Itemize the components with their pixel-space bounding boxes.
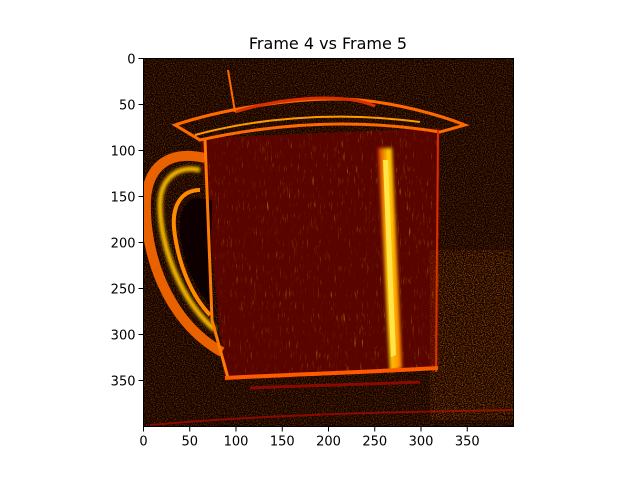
y-tick-label: 300 (111, 329, 136, 344)
mug-base-shadow (249, 380, 421, 390)
shadow-region (430, 250, 514, 420)
y-tick-label: 150 (111, 191, 136, 206)
y-tick-label: 50 (119, 99, 136, 114)
mug-body-texture (200, 128, 440, 380)
x-axis: 0 50 100 150 200 250 300 350 (139, 426, 480, 450)
heatmap-image (143, 58, 514, 427)
mug-handle-highlight (157, 166, 217, 332)
y-tick-label: 100 (111, 145, 136, 160)
x-tick-label: 300 (409, 435, 434, 450)
mug-rim-inner (194, 115, 421, 136)
mug-handle-inner (171, 188, 212, 317)
x-tick-label: 350 (455, 435, 480, 450)
lid-top (234, 96, 376, 114)
x-tick-label: 250 (362, 435, 387, 450)
y-tick-label: 0 (127, 53, 135, 68)
mug-base (224, 366, 439, 380)
x-tick-label: 100 (224, 435, 249, 450)
x-tick-label: 50 (181, 435, 198, 450)
mug-highlight-core (383, 160, 396, 357)
handle-gap (179, 198, 212, 305)
plot-title: Frame 4 vs Frame 5 (249, 34, 407, 53)
x-tick-label: 200 (316, 435, 341, 450)
spout-line (227, 69, 236, 113)
y-tick-label: 200 (111, 237, 136, 252)
mug-left-edge (203, 139, 230, 379)
mug-handle-outer (143, 150, 225, 357)
x-tick-label: 150 (270, 435, 295, 450)
x-tick-label: 0 (139, 435, 147, 450)
y-tick-label: 350 (111, 375, 136, 390)
y-axis: 0 50 100 150 200 250 300 350 (111, 53, 144, 390)
y-tick-label: 250 (111, 283, 136, 298)
